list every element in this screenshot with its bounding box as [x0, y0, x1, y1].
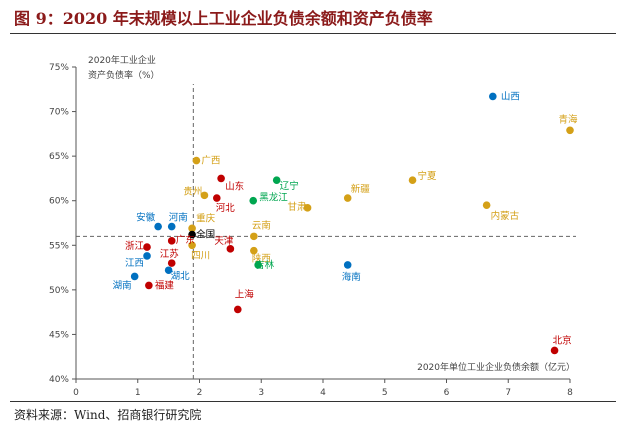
label-上海: 上海	[235, 288, 255, 300]
x-tick-label: 4	[320, 388, 326, 398]
point-江苏	[167, 259, 176, 267]
point-江西	[143, 252, 151, 260]
point-安徽	[154, 222, 162, 231]
label-黑龙江: 黑龙江	[259, 192, 288, 204]
label-宁夏: 宁夏	[418, 170, 438, 182]
point-新疆	[343, 194, 352, 202]
point-重庆	[188, 224, 196, 233]
x-tick-label: 7	[505, 388, 511, 398]
point-云南	[250, 232, 258, 241]
label-北京: 北京	[553, 334, 572, 346]
point-甘肃	[303, 204, 312, 212]
label-天津: 天津	[214, 236, 234, 247]
point-河南	[167, 222, 176, 231]
source-note: 资料来源：Wind、招商银行研究院	[14, 408, 202, 422]
point-上海	[233, 305, 242, 314]
label-内蒙古: 内蒙古	[491, 210, 520, 222]
point-湖南	[130, 272, 139, 281]
x-tick-label: 0	[73, 388, 79, 398]
point-四川	[188, 241, 196, 250]
point-宁夏	[408, 176, 417, 185]
label-河北: 河北	[216, 202, 236, 214]
y-axis-label-line1: 2020年工业企业	[88, 54, 156, 66]
y-tick-label: 40%	[49, 375, 69, 385]
point-海南	[343, 261, 352, 269]
label-湖北: 湖北	[171, 271, 191, 282]
label-广东: 广东	[176, 234, 195, 246]
label-辽宁: 辽宁	[280, 180, 299, 192]
figure-title: 图 9：2020 年末规模以上工业企业负债余额和资产负债率	[14, 9, 433, 28]
label-浙江: 浙江	[125, 240, 145, 252]
x-tick-label: 8	[567, 388, 573, 398]
point-天津	[226, 245, 235, 253]
point-黑龙江	[249, 196, 258, 205]
label-青海: 青海	[558, 113, 578, 125]
label-广西: 广西	[201, 155, 220, 167]
point-河北	[212, 194, 221, 202]
point-山东	[217, 174, 225, 183]
point-青海	[566, 126, 574, 135]
y-tick-label: 60%	[49, 197, 69, 207]
label-重庆: 重庆	[196, 212, 216, 224]
y-tick-label: 55%	[49, 241, 69, 251]
y-axis-label-line2: 资产负债率（%）	[88, 69, 160, 81]
label-甘肃: 甘肃	[288, 201, 307, 213]
data-points	[130, 92, 574, 355]
x-axis-label: 2020年单位工业企业负债余额（亿元）	[417, 361, 575, 373]
label-全国: 全国	[196, 229, 215, 241]
point-吉林	[254, 261, 262, 269]
label-新疆: 新疆	[351, 183, 371, 195]
label-陕西: 陕西	[252, 253, 271, 265]
label-河南: 河南	[169, 212, 188, 224]
point-湖北	[164, 266, 173, 275]
y-tick-label: 50%	[49, 286, 69, 296]
ylabel-box	[84, 50, 224, 84]
reference-lines	[76, 67, 576, 379]
label-吉林: 吉林	[255, 259, 275, 271]
point-山西	[489, 92, 497, 101]
point-辽宁	[272, 176, 281, 185]
scatter-chart: 0 1 2 3 4 5 6 7 8 40% 45% 50% 55% 60% 65% 70% 75% 山西青海广西…	[49, 50, 578, 398]
point-广东	[167, 237, 176, 245]
y-tick-label: 75%	[49, 63, 69, 73]
point-陕西	[250, 246, 258, 255]
title-rule	[10, 33, 616, 34]
point-内蒙古	[482, 201, 491, 209]
x-tick-label: 5	[382, 388, 388, 398]
point-福建	[145, 281, 153, 290]
source-rule	[10, 401, 616, 402]
label-安徽: 安徽	[136, 212, 156, 224]
point-北京	[550, 346, 559, 355]
label-贵州: 贵州	[183, 185, 202, 197]
x-tick-label: 2	[197, 388, 203, 398]
label-山东: 山东	[225, 180, 244, 192]
label-四川: 四川	[191, 250, 210, 261]
x-tick-label: 1	[135, 388, 141, 398]
x-tick-label: 6	[444, 388, 450, 398]
point-广西	[192, 156, 201, 165]
point-全国	[188, 230, 196, 239]
y-tick-label: 70%	[49, 108, 69, 118]
axes-group: 0 1 2 3 4 5 6 7 8 40% 45% 50% 55% 60% 65% 70% 75%	[49, 63, 573, 398]
label-湖南: 湖南	[113, 279, 132, 291]
label-云南: 云南	[252, 219, 271, 231]
x-tick-label: 3	[258, 388, 264, 398]
y-tick-label: 65%	[49, 152, 69, 162]
label-海南: 海南	[342, 271, 361, 283]
y-tick-label: 45%	[49, 330, 69, 340]
label-江苏: 江苏	[160, 248, 180, 260]
point-浙江	[143, 243, 151, 251]
label-江西: 江西	[125, 258, 144, 269]
point-贵州	[200, 191, 209, 200]
label-山西: 山西	[501, 91, 520, 102]
label-福建: 福建	[155, 279, 175, 291]
